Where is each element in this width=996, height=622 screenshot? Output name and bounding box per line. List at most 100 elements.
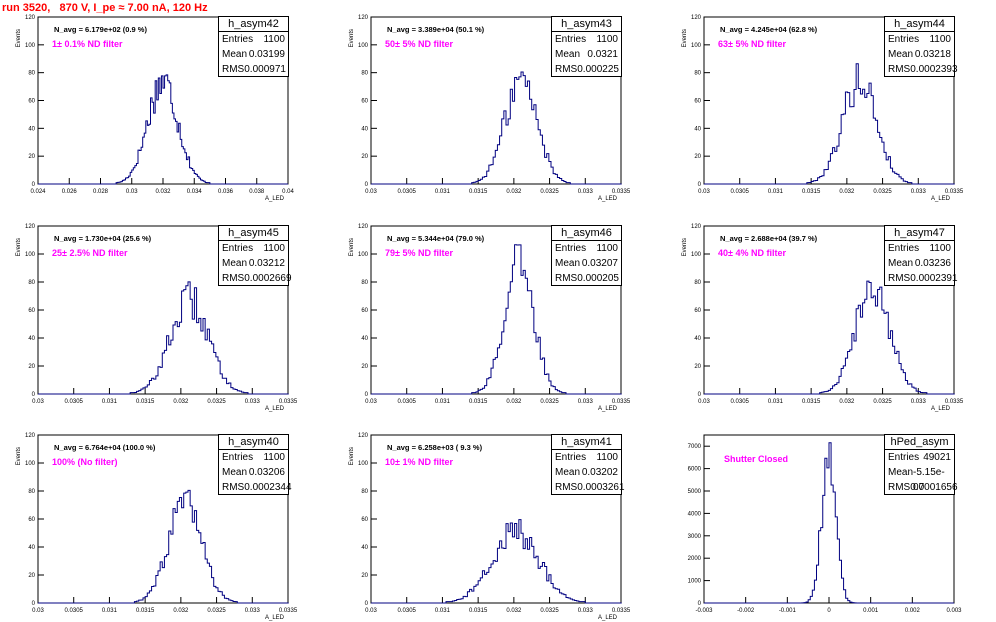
stats-box-title: hPed_asym [885, 435, 954, 450]
y-tick-label: 60 [361, 308, 368, 314]
stats-row-entries: Entries 1100 [885, 32, 954, 47]
stats-box: h_asym45 Entries 1100 Mean 0.03212 RMS 0.00026… [218, 225, 292, 286]
navg-label: N_avg = 1.730e+04 (25.6 %) [54, 234, 152, 243]
stats-value: 1100 [596, 452, 618, 463]
x-tick-label: 0.032 [173, 608, 189, 614]
y-tick-label: 6000 [688, 467, 702, 473]
stats-row-rms: RMS 0.0002393 [885, 62, 958, 77]
stats-row-mean: Mean 0.03202 [552, 465, 621, 480]
x-tick-label: -0.001 [779, 608, 797, 614]
x-axis-title: A_LED [598, 196, 618, 202]
x-tick-label: 0.002 [905, 608, 921, 614]
x-tick-label: 0.036 [218, 189, 234, 195]
x-tick-label: 0.0305 [731, 399, 750, 405]
stats-label: Entries [222, 34, 254, 45]
navg-label: N_avg = 6.179e+02 (0.9 %) [54, 25, 147, 34]
y-tick-label: 60 [361, 517, 368, 523]
x-tick-label: 0 [827, 608, 831, 614]
y-tick-label: 0 [32, 392, 36, 398]
x-tick-label: 0.033 [578, 189, 594, 195]
x-tick-label: 0.0305 [731, 189, 750, 195]
histogram-panel-h_asym41 [370, 434, 622, 604]
y-tick-label: 0 [698, 601, 702, 607]
stats-row-mean: Mean 0.03206 [219, 465, 288, 480]
y-tick-label: 80 [361, 489, 368, 495]
histogram-line [371, 244, 622, 395]
x-tick-label: 0.032 [155, 189, 171, 195]
stats-label: Mean [888, 49, 914, 60]
stats-row-rms: RMS 0.0002669 [219, 271, 292, 286]
stats-row-mean: Mean 0.03218 [885, 47, 954, 62]
stats-label: RMS [555, 482, 578, 493]
y-tick-label: 120 [25, 224, 36, 230]
filter-label: 79± 5% ND filter [385, 248, 453, 258]
stats-label: RMS [888, 482, 911, 493]
x-tick-label: 0.031 [435, 608, 451, 614]
stats-label: RMS [555, 273, 578, 284]
x-tick-label: 0.028 [93, 189, 109, 195]
x-tick-label: 0.031 [102, 399, 118, 405]
histogram-line [371, 519, 622, 604]
x-tick-label: 0.0315 [469, 189, 488, 195]
stats-label: Entries [555, 34, 587, 45]
x-tick-label: 0.0335 [945, 399, 964, 405]
stats-box-title: h_asym43 [552, 17, 621, 32]
x-tick-label: 0.03 [698, 399, 710, 405]
histogram-line [704, 280, 955, 395]
stats-label: Entries [888, 243, 920, 254]
x-tick-label: -0.002 [737, 608, 755, 614]
x-axis-title: A_LED [265, 406, 285, 412]
y-tick-label: 80 [694, 71, 701, 77]
stats-box: h_asym40 Entries 1100 Mean 0.03206 RMS 0.00023… [218, 434, 292, 495]
y-tick-label: 20 [361, 573, 368, 579]
histogram-line [704, 442, 954, 604]
x-tick-label: 0.0325 [540, 608, 559, 614]
y-axis-title: Events [16, 447, 22, 465]
histogram-panel-h_asym45 [37, 225, 289, 395]
stats-box: h_asym47 Entries 1100 Mean 0.03236 RMS 0.00023… [884, 225, 958, 286]
filter-label: 63± 5% ND filter [718, 39, 786, 49]
x-tick-label: 0.003 [946, 608, 962, 614]
filter-label: 10± 1% ND filter [385, 457, 453, 467]
y-axis-title: Events [349, 238, 355, 256]
histogram-panel-h_asym44 [703, 16, 955, 185]
y-tick-label: 40 [361, 126, 368, 132]
stats-row-mean: Mean 0.03212 [219, 256, 288, 271]
histogram-line [38, 489, 289, 604]
histogram-panel-h_asym46 [370, 225, 622, 395]
y-tick-label: 40 [694, 336, 701, 342]
histogram-line [38, 281, 289, 395]
y-tick-label: 0 [698, 182, 702, 188]
x-tick-label: 0.04 [282, 189, 294, 195]
stats-box-title: h_asym45 [219, 226, 288, 241]
y-tick-label: 60 [28, 99, 35, 105]
navg-label: N_avg = 2.688e+04 (39.7 %) [720, 234, 818, 243]
stats-row-rms: RMS 0.0002391 [885, 271, 958, 286]
stats-box: h_asym43 Entries 1100 Mean 0.0321 RMS 0.000225 [551, 16, 622, 77]
stats-row-entries: Entries 1100 [219, 32, 288, 47]
page-title: run 3520, 870 V, I_pe ≈ 7.00 nA, 120 Hz [2, 2, 208, 14]
x-axis-title: A_LED [598, 615, 618, 621]
y-tick-label: 20 [28, 154, 35, 160]
y-axis-title: Events [16, 29, 22, 47]
y-tick-label: 100 [25, 252, 36, 258]
stats-box-title: h_asym44 [885, 17, 954, 32]
stats-value: 0.03212 [248, 258, 285, 269]
x-tick-label: 0.03 [365, 608, 377, 614]
y-tick-label: 40 [694, 126, 701, 132]
stats-row-rms: RMS 0.0003261 [552, 480, 625, 495]
stats-label: Entries [888, 452, 920, 463]
y-tick-label: 80 [28, 489, 35, 495]
y-tick-label: 100 [25, 43, 36, 49]
stats-label: Mean [888, 258, 914, 269]
stats-label: Mean [222, 467, 248, 478]
y-tick-label: 100 [691, 43, 702, 49]
y-tick-label: 7000 [688, 444, 702, 450]
x-tick-label: 0.0305 [398, 608, 417, 614]
stats-row-mean: Mean -5.15e-07 [885, 465, 954, 493]
stats-label: RMS [222, 273, 245, 284]
stats-value: 0.0002391 [910, 273, 958, 284]
y-tick-label: 100 [691, 252, 702, 258]
x-tick-label: 0.0315 [469, 399, 488, 405]
y-tick-label: 2000 [688, 556, 702, 562]
